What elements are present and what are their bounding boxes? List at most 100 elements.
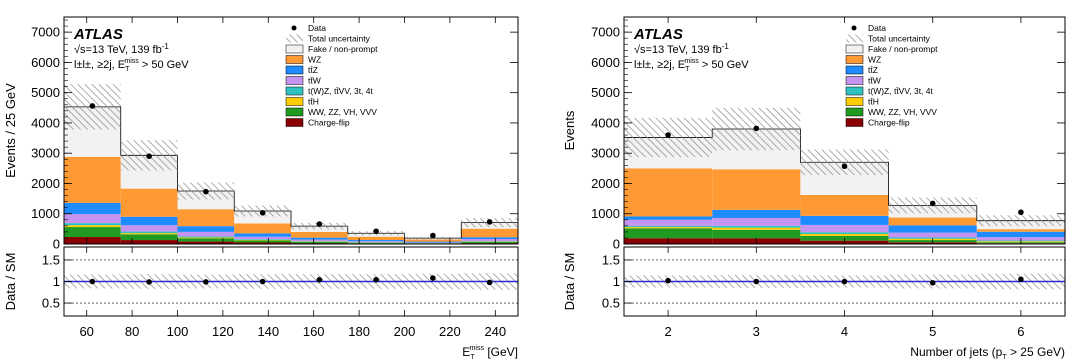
legend-label-tth: tt̄H	[868, 97, 879, 107]
bar-wz-bin-5	[976, 229, 1065, 232]
bar-ttw-bin-1	[64, 214, 121, 224]
bar-tth-bin-2	[712, 227, 801, 230]
ratio-y-tick-label: 1.5	[602, 252, 620, 267]
data-point-bin-5	[1018, 209, 1024, 216]
y-tick-label: 7000	[591, 25, 620, 40]
y-tick-label: 7000	[31, 25, 60, 40]
bar-twz-ttvv-3t-4t-bin-4	[234, 239, 291, 240]
legend-swatch-ww-zz-vh-vvv	[285, 107, 304, 117]
legend-swatch-ttz	[845, 65, 864, 75]
legend-label-charge-flip: Charge-flip	[308, 118, 350, 128]
bar-tth-bin-2	[120, 233, 178, 235]
bar-ttz-bin-3	[177, 226, 235, 232]
bar-twz-ttvv-3t-4t-bin-2	[712, 225, 801, 228]
y-tick-label: 5000	[31, 85, 60, 100]
legend-label-twz-ttvv-3t-4t: t(W)Z, tt̄VV, 3t, 4t	[868, 86, 934, 96]
bar-wz-bin-3	[177, 209, 235, 227]
ratio-y-tick-label: 1.5	[42, 252, 60, 267]
bar-ww-zz-vh-vvv-bin-2	[120, 234, 178, 241]
ratio-point-bin-5	[1018, 276, 1024, 283]
legend-swatch-tth	[845, 97, 864, 106]
ratio-point-bin-1	[89, 278, 96, 285]
bar-ttz-bin-7	[404, 241, 462, 243]
selection-text: l±l±, ≥2j, ETmiss > 50 GeV	[634, 58, 749, 73]
data-point-bin-8	[486, 219, 493, 225]
main-plot-frame	[63, 16, 519, 245]
bar-wz-bin-6	[347, 236, 405, 241]
ratio-point-bin-5	[316, 276, 323, 283]
chart-panel-1: 0 1000 2000 3000 4000 5000 6000 7000 Events / 25…	[3, 16, 519, 361]
y-tick-label: 0	[613, 237, 620, 252]
y-tick-label: 3000	[591, 146, 620, 161]
bar-ttz-bin-3	[800, 215, 889, 225]
legend-label-tth: tt̄H	[308, 97, 319, 107]
ratio-point-bin-3	[841, 278, 848, 285]
bar-ww-zz-vh-vvv-bin-2	[712, 229, 801, 239]
bar-wz-bin-5	[291, 231, 348, 238]
bar-ttw-bin-5	[291, 239, 348, 242]
legend-swatch-uncertainty	[846, 34, 863, 43]
bar-wz-bin-3	[800, 194, 889, 216]
data-point-bin-6	[373, 228, 379, 235]
y-axis-label: Events / 25 GeV	[3, 83, 18, 178]
bar-charge-flip-bin-1	[64, 237, 121, 244]
bar-twz-ttvv-3t-4t-bin-3	[177, 236, 235, 238]
legend-label-ww-zz-vh-vvv: WW, ZZ, VH, VVV	[308, 107, 377, 117]
bar-ttw-bin-4	[234, 236, 291, 240]
data-point-bin-7	[430, 232, 436, 239]
bar-tth-bin-1	[64, 225, 121, 228]
bar-wz-bin-4	[888, 217, 977, 226]
y-axis-label: Events	[562, 110, 577, 150]
x-tick-label: 5	[929, 324, 936, 339]
x-tick-label: 100	[167, 324, 189, 339]
legend-marker-data	[851, 25, 857, 31]
ratio-point-bin-6	[373, 276, 379, 283]
bar-ttz-bin-2	[120, 216, 178, 226]
ratio-point-bin-2	[146, 279, 152, 285]
ratio-y-tick-label: 1	[53, 274, 60, 289]
bar-ttw-bin-2	[712, 217, 801, 226]
bar-ttz-bin-4	[234, 233, 291, 237]
ratio-point-bin-1	[665, 277, 671, 284]
ratio-point-bin-2	[753, 278, 760, 285]
x-tick-label: 140	[257, 324, 279, 339]
chart-panel-2: 0 1000 2000 3000 4000 5000 6000 7000 Events ATLAS…	[562, 16, 1066, 361]
legend-swatch-uncertainty	[286, 34, 303, 43]
bar-ww-zz-vh-vvv-bin-5	[291, 241, 348, 244]
legend-label-data: Data	[308, 23, 326, 33]
x-tick-label: 80	[125, 324, 139, 339]
data-point-bin-1	[89, 103, 96, 109]
x-tick-label: 240	[484, 324, 506, 339]
legend-label-charge-flip: Charge-flip	[868, 118, 910, 128]
data-point-bin-3	[203, 188, 209, 195]
legend-label-total-uncertainty: Total uncertainty	[308, 34, 371, 44]
legend-label-wz: WZ	[308, 55, 321, 65]
y-tick-label: 2000	[31, 176, 60, 191]
bar-ttz-bin-8	[461, 237, 518, 240]
x-tick-label: 160	[303, 324, 325, 339]
y-tick-label: 3000	[31, 146, 60, 161]
legend-marker-data	[291, 25, 297, 31]
legend-swatch-charge-flip	[285, 118, 304, 127]
x-axis-label: Number of jets (pT > 25 GeV)	[910, 345, 1065, 361]
bar-ttz-bin-1	[624, 216, 713, 220]
legend-swatch-wz	[845, 55, 864, 64]
bar-tth-bin-1	[624, 227, 713, 229]
legend-swatch-ttw	[845, 76, 864, 85]
x-axis-label: ETmiss [GeV]	[462, 345, 518, 361]
ratio-y-axis-label: Data / SM	[3, 253, 18, 311]
legend-swatch-ttw	[285, 76, 304, 85]
legend-swatch-tth	[285, 97, 304, 106]
y-tick-label: 6000	[591, 55, 620, 70]
ratio-y-tick-label: 0.5	[42, 296, 60, 311]
bar-ttw-bin-3	[177, 231, 235, 237]
legend-swatch-fake-nonprompt	[285, 44, 304, 54]
bar-wz-bin-2	[712, 169, 801, 210]
bar-ww-zz-vh-vvv-bin-1	[624, 228, 713, 239]
legend-swatch-wz	[285, 55, 304, 64]
uncertainty-band-bin-5	[976, 215, 1065, 227]
bar-ttz-bin-4	[888, 225, 977, 233]
data-point-bin-4	[259, 210, 266, 216]
legend-label-fake-nonprompt: Fake / non-prompt	[308, 44, 378, 54]
bar-ttz-bin-6	[347, 240, 405, 242]
